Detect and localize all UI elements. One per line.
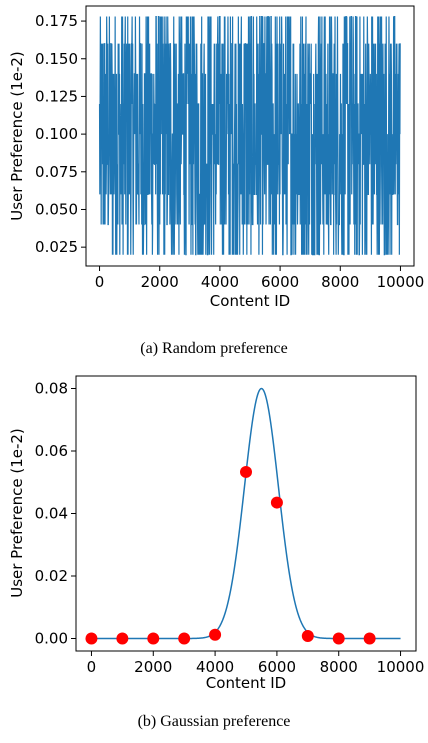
x-tick-label: 6000 [258, 658, 296, 676]
sample-point [363, 632, 376, 645]
caption-gaussian-preference: (b) Gaussian preference [137, 713, 291, 730]
sample-point [240, 465, 252, 478]
sample-point [147, 632, 160, 645]
x-tick-label: 4000 [196, 658, 234, 676]
y-tick-label: 0.125 [35, 87, 78, 105]
y-tick-label: 0.050 [35, 200, 78, 218]
random-preference-chart: 0 2000 4000 6000 8000 10000 0.0250.0500.0750.… [8, 5, 425, 310]
caption-random-preference: (a) Random preference [140, 340, 288, 357]
sample-point [209, 628, 222, 641]
sample-point [270, 496, 283, 509]
plot-frame-a [85, 5, 415, 267]
y-tick-label: 0.025 [35, 238, 78, 256]
y-axis-label-b: User Preference (1e-2) [8, 428, 26, 598]
y-tick-label: 0.04 [35, 505, 68, 523]
sample-point [301, 630, 314, 642]
sample-point [178, 632, 191, 645]
x-axis-label-b: Content ID [206, 674, 286, 692]
x-tick-label: 10000 [377, 273, 425, 291]
random-preference-series [98, 15, 401, 256]
x-tick-label: 6000 [261, 273, 299, 291]
y-tick-label: 0.06 [35, 442, 68, 460]
y-tick-label: 0.00 [35, 630, 68, 648]
y-axis-b: 0.00 0.02 0.04 0.06 0.08 [35, 380, 76, 648]
y-axis-label-a: User Preference (1e-2) [8, 51, 26, 221]
gaussian-preference-line [91, 387, 401, 640]
y-tick-label: 0.075 [35, 163, 78, 181]
y-tick-label: 0.02 [35, 567, 68, 585]
gaussian-preference-plot [85, 387, 401, 645]
x-tick-label: 2000 [134, 658, 172, 676]
x-axis-label-a: Content ID [210, 292, 290, 310]
gaussian-preference-chart: 0 2000 4000 6000 8000 10000 0.000.020.040.060… [8, 375, 425, 692]
x-tick-label: 0 [95, 273, 105, 291]
y-tick-label: 0.08 [35, 380, 68, 398]
x-tick-label: 8000 [320, 658, 358, 676]
sample-point [332, 632, 345, 645]
y-tick-label: 0.150 [35, 50, 78, 68]
y-tick-label: 0.175 [35, 12, 78, 30]
x-tick-label: 0 [87, 658, 97, 676]
x-axis-a: 0 2000 4000 6000 8000 10000 [95, 266, 425, 291]
sample-point [116, 632, 129, 645]
random-preference-line [98, 15, 401, 256]
sample-point [85, 632, 98, 645]
x-axis-b: 0 2000 4000 6000 8000 10000 [87, 651, 425, 676]
y-axis-a: 0.025 0.050 0.075 0.100 0.125 0.150 0.175 [35, 12, 86, 256]
x-tick-label: 2000 [141, 273, 179, 291]
plot-frame-b [75, 375, 417, 652]
x-tick-label: 10000 [377, 658, 425, 676]
y-tick-label: 0.100 [35, 125, 78, 143]
x-tick-label: 4000 [201, 273, 239, 291]
x-tick-label: 8000 [321, 273, 359, 291]
